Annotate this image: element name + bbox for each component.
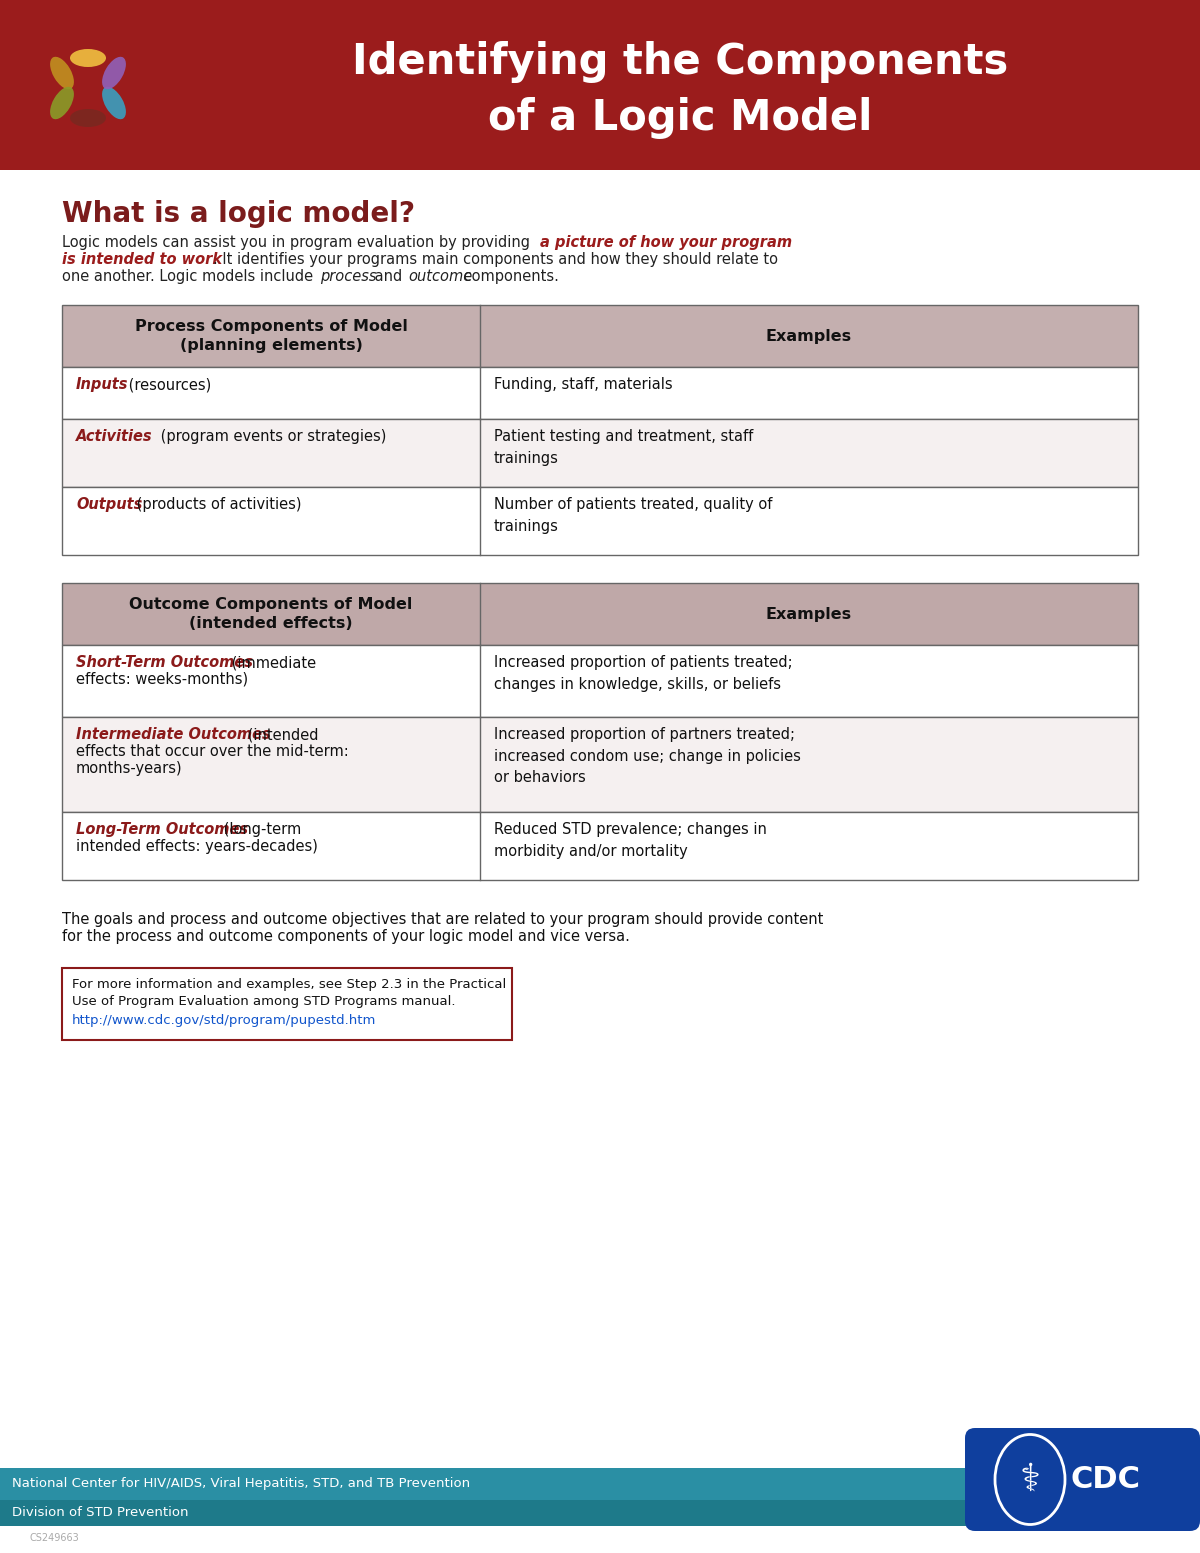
Text: Increased proportion of patients treated;
changes in knowledge, skills, or belie: Increased proportion of patients treated…	[494, 655, 793, 691]
Text: effects: weeks-months): effects: weeks-months)	[76, 672, 248, 686]
Text: CS249663: CS249663	[30, 1533, 79, 1544]
Text: process: process	[320, 269, 377, 284]
Text: Increased proportion of partners treated;
increased condom use; change in polici: Increased proportion of partners treated…	[494, 727, 800, 786]
Text: Outputs: Outputs	[76, 497, 143, 512]
Bar	[62, 644, 1138, 717]
Text: months-years): months-years)	[76, 761, 182, 776]
Ellipse shape	[50, 87, 74, 120]
Text: effects that occur over the mid-term:: effects that occur over the mid-term:	[76, 744, 349, 759]
Bar	[0, 1468, 970, 1500]
Text: for the process and outcome components of your logic model and vice versa.: for the process and outcome components o…	[62, 929, 630, 944]
Text: Process Components of Model
(planning elements): Process Components of Model (planning el…	[134, 318, 408, 354]
Text: (long-term: (long-term	[220, 822, 301, 837]
Text: Inputs: Inputs	[76, 377, 128, 391]
Text: CDC: CDC	[1070, 1464, 1140, 1494]
Text: . It identifies your programs main components and how they should relate to: . It identifies your programs main compo…	[214, 252, 779, 267]
Text: (intended: (intended	[244, 727, 319, 742]
Text: For more information and examples, see Step 2.3 in the Practical: For more information and examples, see S…	[72, 978, 506, 991]
Text: http://www.cdc.gov/std/program/pupestd.htm: http://www.cdc.gov/std/program/pupestd.h…	[72, 1014, 377, 1027]
Bar	[62, 488, 1138, 554]
Ellipse shape	[102, 87, 126, 120]
Text: Funding, staff, materials: Funding, staff, materials	[494, 377, 673, 391]
Text: intended effects: years-decades): intended effects: years-decades)	[76, 839, 318, 854]
FancyBboxPatch shape	[965, 1429, 1200, 1531]
Text: and: and	[371, 269, 407, 284]
Text: Long-Term Outcomes: Long-Term Outcomes	[76, 822, 248, 837]
Text: Logic models can assist you in program evaluation by providing: Logic models can assist you in program e…	[62, 235, 535, 250]
Text: (program events or strategies): (program events or strategies)	[156, 429, 386, 444]
Bar	[0, 0, 1200, 169]
Ellipse shape	[102, 57, 126, 89]
Text: Use of Program Evaluation among STD Programs manual.: Use of Program Evaluation among STD Prog…	[72, 995, 456, 1008]
Bar	[0, 1500, 970, 1527]
Text: is intended to work: is intended to work	[62, 252, 222, 267]
Text: Identifying the Components: Identifying the Components	[352, 40, 1008, 82]
Text: Reduced STD prevalence; changes in
morbidity and/or mortality: Reduced STD prevalence; changes in morbi…	[494, 822, 767, 859]
Text: a picture of how your program: a picture of how your program	[540, 235, 792, 250]
Text: Activities: Activities	[76, 429, 152, 444]
Bar	[62, 717, 1138, 812]
Text: ⚕: ⚕	[1020, 1460, 1040, 1499]
Text: Number of patients treated, quality of
trainings: Number of patients treated, quality of t…	[494, 497, 773, 534]
Ellipse shape	[70, 50, 106, 67]
Text: components.: components.	[458, 269, 558, 284]
Bar	[62, 968, 512, 1041]
Bar	[62, 812, 1138, 881]
Text: Examples: Examples	[766, 607, 852, 621]
Bar	[62, 367, 1138, 419]
Text: one another. Logic models include: one another. Logic models include	[62, 269, 318, 284]
Ellipse shape	[50, 57, 74, 89]
Text: Intermediate Outcomes: Intermediate Outcomes	[76, 727, 271, 742]
Text: Division of STD Prevention: Division of STD Prevention	[12, 1506, 188, 1519]
Text: Patient testing and treatment, staff
trainings: Patient testing and treatment, staff tra…	[494, 429, 754, 466]
Text: (immediate: (immediate	[227, 655, 317, 669]
Text: (products of activities): (products of activities)	[132, 497, 301, 512]
Text: Examples: Examples	[766, 329, 852, 343]
Text: outcome: outcome	[408, 269, 473, 284]
Bar	[62, 419, 1138, 488]
Text: (resources): (resources)	[124, 377, 211, 391]
Bar	[62, 582, 1138, 644]
Text: Short-Term Outcomes: Short-Term Outcomes	[76, 655, 253, 669]
Text: National Center for HIV/AIDS, Viral Hepatitis, STD, and TB Prevention: National Center for HIV/AIDS, Viral Hepa…	[12, 1477, 470, 1491]
Text: What is a logic model?: What is a logic model?	[62, 200, 415, 228]
Text: Outcome Components of Model
(intended effects): Outcome Components of Model (intended ef…	[130, 596, 413, 632]
Text: of a Logic Model: of a Logic Model	[488, 96, 872, 140]
Bar	[62, 304, 1138, 367]
Ellipse shape	[70, 109, 106, 127]
Text: The goals and process and outcome objectives that are related to your program sh: The goals and process and outcome object…	[62, 912, 823, 927]
